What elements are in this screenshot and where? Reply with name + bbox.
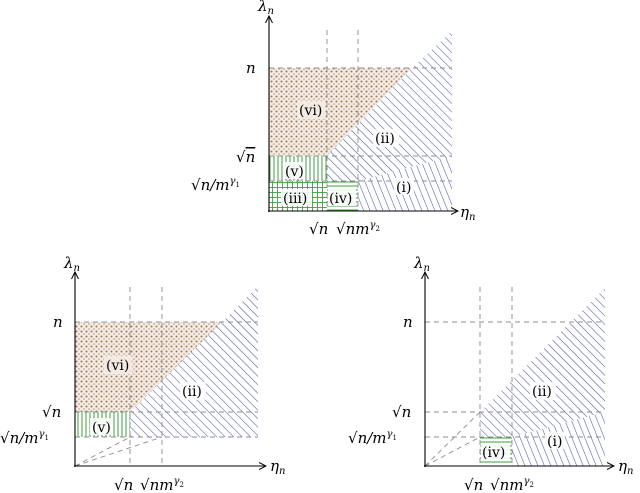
y-tick-n-top: n	[246, 59, 256, 77]
panel-bottom-left: λn ηn n √n √n/mγ1 √n √nmγ2 (vi) (ii) (v)	[0, 254, 285, 493]
guide-diag-2-right	[424, 436, 481, 467]
x-tick-sqrt-n-top: √n	[309, 220, 328, 238]
label-region-ii-right: (ii)	[532, 384, 552, 400]
y-tick-n-right: n	[403, 313, 413, 331]
y-tick-n-over-m-top: √n/mγ1	[191, 176, 240, 194]
label-region-v-left: (v)	[92, 420, 111, 436]
x-tick-sqrt-n-right: √n	[464, 476, 483, 493]
guide-diag-1-right	[424, 411, 481, 467]
panel-bottom-right: λn ηn n √n √n/mγ1 √n √nmγ2 (ii) (iv) (i)	[348, 254, 633, 493]
label-region-ii-top: (ii)	[375, 131, 395, 147]
region-ii-right	[480, 288, 605, 437]
label-region-i-top: (i)	[396, 180, 411, 196]
label-region-vi-left: (vi)	[106, 358, 129, 374]
x-axis-label-top: ηn	[460, 203, 475, 223]
x-tick-nm-left: √nmγ2	[140, 476, 184, 493]
label-region-v-top: (v)	[285, 164, 304, 180]
y-tick-sqrt-n-left: √n	[42, 403, 61, 421]
label-region-ii-left: (ii)	[182, 384, 202, 400]
panel-top: λn ηn n √n √n/mγ1 √n √nmγ2 (vi) (ii) (v)…	[191, 0, 475, 238]
x-tick-nm-top: √nmγ2	[336, 220, 380, 238]
y-tick-sqrt-n-top: √n	[236, 148, 255, 166]
x-axis-label-left: ηn	[270, 457, 285, 477]
x-tick-sqrt-n-left: √n	[114, 476, 133, 493]
guide-diag-2-left	[74, 436, 163, 467]
y-tick-n-over-m-right: √n/mγ1	[348, 429, 397, 447]
x-axis-label-right: ηn	[618, 457, 633, 477]
label-region-i-right: (i)	[547, 434, 562, 450]
label-region-iv-top: (iv)	[329, 191, 352, 207]
y-axis-label-left: λn	[63, 254, 80, 274]
x-tick-nm-right: √nmγ2	[490, 476, 534, 493]
label-region-iv-right: (iv)	[482, 445, 505, 461]
y-tick-n-left: n	[53, 313, 63, 331]
y-tick-sqrt-n-right: √n	[392, 403, 411, 421]
label-region-iii-top: (iii)	[283, 191, 307, 207]
guide-diag-1-left	[74, 436, 131, 467]
region-vi-left	[75, 322, 222, 412]
y-axis-label-top: λn	[257, 0, 274, 17]
region-vi	[269, 68, 412, 156]
y-axis-label-right: λn	[413, 254, 430, 274]
y-tick-n-over-m-left: √n/mγ1	[0, 429, 49, 447]
label-region-vi-top: (vi)	[299, 103, 322, 119]
